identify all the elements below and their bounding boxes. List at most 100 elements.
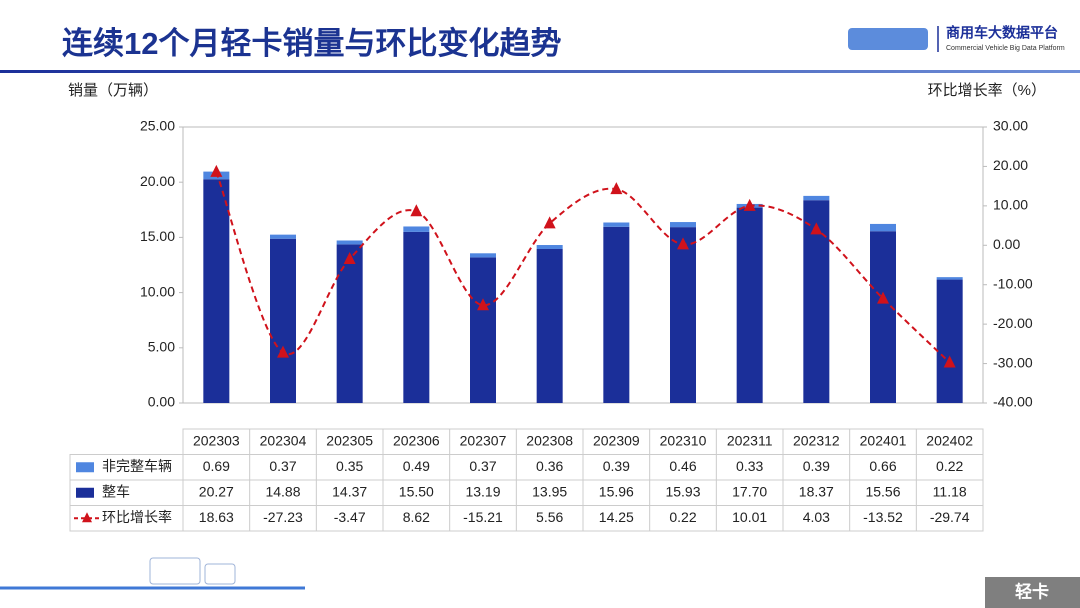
table-value: 5.56 [536, 509, 563, 525]
table-value: 0.22 [669, 509, 696, 525]
title-rule [0, 70, 1080, 73]
line-marker [543, 216, 556, 229]
bar [936, 279, 963, 403]
line-marker [210, 164, 223, 177]
bar [336, 240, 363, 245]
logo-subtext: Commercial Vehicle Big Data Platform [946, 45, 1065, 52]
table-value: 14.25 [599, 509, 634, 525]
table-value: -29.74 [930, 509, 970, 525]
table-value: -27.23 [263, 509, 303, 525]
bar [270, 238, 296, 403]
table-value: 15.50 [399, 483, 434, 499]
table-value: 0.69 [203, 458, 230, 474]
line-marker [410, 204, 423, 217]
bar [536, 245, 563, 249]
legend-swatch [82, 512, 92, 523]
y2-tick-label: -20.00 [993, 315, 1033, 331]
bar [603, 222, 630, 227]
line-marker [943, 355, 956, 368]
x-tick-label: 202310 [660, 432, 707, 448]
y-tick-label: 5.00 [148, 339, 175, 355]
truck-decoration [0, 557, 305, 590]
x-tick-label: 202305 [326, 432, 373, 448]
table-value: -3.47 [334, 509, 366, 525]
table-value: -15.21 [463, 509, 503, 525]
bar [736, 207, 763, 403]
line-marker [810, 222, 823, 235]
y2-tick-label: 0.00 [993, 236, 1020, 252]
x-tick-label: 202312 [793, 432, 840, 448]
table-value: 0.46 [669, 458, 696, 474]
table-value: 0.22 [936, 458, 963, 474]
table-value: 17.70 [732, 483, 767, 499]
table-value: 15.96 [599, 483, 634, 499]
table-value: 20.27 [199, 483, 234, 499]
table-value: 0.36 [536, 458, 563, 474]
tag: 轻卡 [1015, 581, 1049, 601]
table-value: 0.33 [736, 458, 763, 474]
bar [403, 231, 430, 403]
table-value: -13.52 [863, 509, 903, 525]
table-value: 0.66 [869, 458, 896, 474]
legend-swatch [76, 462, 94, 473]
bar [603, 226, 630, 403]
bar [870, 223, 896, 232]
chart-title: 连续12个月轻卡销量与环比变化趋势 [62, 26, 561, 61]
y-tick-label: 0.00 [148, 394, 175, 410]
bar [470, 253, 496, 258]
table-value: 11.18 [933, 483, 967, 499]
table-value: 0.39 [803, 458, 830, 474]
table-value: 0.39 [603, 458, 630, 474]
bar [803, 195, 830, 201]
bar [536, 248, 563, 403]
table-value: 8.62 [403, 509, 430, 525]
table-value: 15.56 [865, 483, 900, 499]
line-marker [343, 251, 356, 264]
y2-tick-label: -40.00 [993, 394, 1033, 410]
plot-frame [182, 126, 984, 404]
x-tick-label: 202308 [526, 432, 573, 448]
x-tick-label: 202303 [193, 432, 240, 448]
x-tick-label: 202304 [260, 432, 307, 448]
y-axis-label: 销量（万辆） [68, 82, 158, 99]
y2-tick-label: 10.00 [993, 197, 1028, 213]
line-marker [677, 237, 689, 250]
x-tick-label: 202307 [460, 432, 507, 448]
legend-swatch [76, 487, 94, 498]
table-value: 15.93 [665, 483, 700, 499]
table-value: 18.63 [199, 509, 234, 525]
y2-tick-label: -10.00 [993, 275, 1033, 291]
tag-box [985, 577, 1080, 608]
y-tick-label: 25.00 [140, 118, 175, 134]
bar [336, 244, 363, 403]
legend-label: 整车 [102, 483, 130, 499]
bar [670, 227, 696, 403]
y2-axis-label: 环比增长率（%） [928, 82, 1046, 99]
table-value: 0.37 [269, 458, 296, 474]
legend-label: 非完整车辆 [102, 458, 172, 474]
line-marker [743, 198, 756, 211]
x-tick-label: 202311 [727, 432, 773, 448]
line [215, 171, 951, 364]
bar [470, 257, 496, 403]
bar [403, 226, 430, 232]
y2-tick-label: -30.00 [993, 354, 1033, 370]
y2-tick-label: 30.00 [993, 118, 1028, 134]
table-value: 10.01 [732, 509, 767, 525]
legend-label: 环比增长率 [102, 509, 172, 525]
line-marker [610, 182, 623, 195]
line-marker [277, 345, 289, 358]
table-value: 0.49 [403, 458, 430, 474]
logo: 商用车大数据平台 Commercial Vehicle Big Data Pla… [848, 25, 1065, 52]
bar [870, 231, 896, 403]
logo-text: 商用车大数据平台 [946, 25, 1058, 41]
y-tick-label: 15.00 [140, 228, 175, 244]
bar [270, 234, 296, 239]
x-tick-label: 202401 [860, 432, 907, 448]
x-tick-label: 202309 [593, 432, 640, 448]
line-marker [477, 298, 489, 311]
line-marker [877, 291, 889, 304]
table-value: 0.35 [336, 458, 363, 474]
y-tick-label: 20.00 [140, 173, 175, 189]
